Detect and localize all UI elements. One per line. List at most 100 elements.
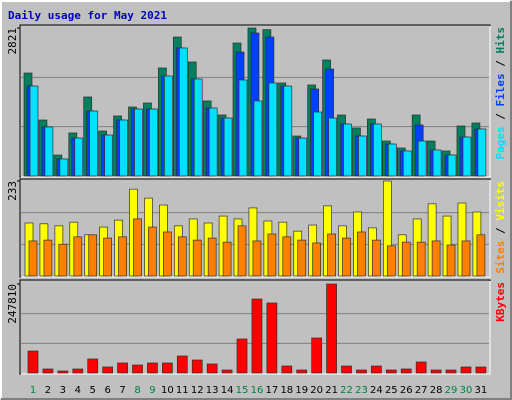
bar [446,244,456,277]
bar [327,233,336,277]
bar [477,128,487,177]
x-tick-label: 12 [191,385,204,396]
bar [192,239,202,277]
bar [223,117,233,177]
bar [206,363,218,374]
bar [87,358,99,374]
bar [178,47,188,177]
bar [253,100,263,177]
legend-entry: KBytes [494,282,507,322]
y-tick-label: 2821 [6,28,19,55]
x-tick-label: 11 [176,385,189,396]
panel-highlight [21,26,491,178]
bar [341,365,352,374]
bar [42,368,54,374]
bar [476,234,486,277]
legend-entry: Files [494,73,507,106]
bar [148,226,157,277]
bar [400,368,412,374]
x-tick-label: 19 [295,385,308,396]
x-tick-label: 31 [475,385,488,396]
bar [27,350,39,374]
bar [164,75,173,177]
bar [29,85,39,177]
legend-entry: Visits [494,181,507,221]
bar [432,149,442,177]
bar [357,231,366,277]
x-tick-label: 15 [236,385,249,396]
bar [282,236,292,277]
bar [163,231,172,277]
legend-separator: / [494,221,507,241]
bar [72,368,84,374]
x-tick-label: 2 [45,385,51,396]
chart-title: Daily usage for May 2021 [8,9,167,22]
x-tick-label: 29 [445,385,458,396]
x-tick-label: 3 [60,385,66,396]
x-tick-label: 18 [280,385,293,396]
y-tick-label: 247810 [6,284,19,324]
bar [445,369,457,374]
x-tick-label: 21 [325,385,338,396]
x-tick-label: 7 [119,385,125,396]
bar [417,140,427,177]
bar [222,241,232,277]
bar [431,240,441,277]
bar [89,110,99,177]
bar [462,136,472,177]
bar [312,242,322,277]
bar [74,137,84,177]
x-tick-label: 1 [30,385,36,396]
bar [342,237,351,277]
bar [162,362,173,374]
bar [386,245,396,277]
bar [207,237,217,277]
x-tick-label: 28 [430,385,443,396]
x-tick-label: 26 [400,385,413,396]
bar [475,366,487,374]
x-tick-label: 27 [415,385,428,396]
bar [373,123,382,177]
x-tick-label: 30 [460,385,473,396]
bar [311,337,323,374]
bar [251,298,263,374]
x-tick-label: 25 [385,385,398,396]
x-tick-label: 17 [266,385,279,396]
bar [57,370,69,374]
bar [415,361,427,374]
bar [221,369,233,374]
x-tick-label: 9 [149,385,155,396]
bar [117,362,128,374]
bar [402,150,412,177]
x-tick-label: 6 [104,385,110,396]
bar [430,369,442,374]
bar [177,236,187,277]
bar [297,239,307,277]
bar [28,240,38,277]
x-tick-label: 23 [355,385,368,396]
legend-entry: Sites [494,241,507,274]
bar [73,236,83,277]
bar [313,111,323,177]
x-tick-label: 20 [310,385,323,396]
bar [191,359,203,374]
bar [43,239,53,277]
bar [401,241,411,277]
bar [281,365,293,374]
bar [176,355,188,374]
x-tick-label: 24 [370,385,383,396]
bar [252,240,262,277]
bar [461,240,471,277]
bar [237,225,247,277]
bar [119,119,128,177]
bar [44,126,54,177]
bar [118,236,127,277]
legend: Pages / Files / Hits [494,27,507,160]
bar [460,366,472,374]
panel-highlight [21,281,491,375]
bar [88,234,98,277]
bar [58,243,68,277]
bar [372,239,381,277]
